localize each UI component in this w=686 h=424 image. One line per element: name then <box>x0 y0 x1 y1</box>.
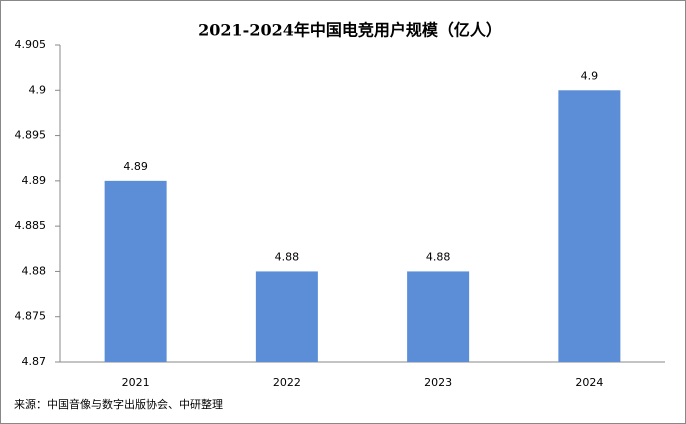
x-tick-label: 2022 <box>273 376 301 389</box>
y-tick-label: 4.905 <box>15 38 47 51</box>
bar <box>407 271 470 362</box>
bar <box>104 180 167 362</box>
y-tick-label: 4.895 <box>15 129 47 142</box>
y-tick-label: 4.89 <box>22 174 47 187</box>
y-tick-label: 4.87 <box>22 355 47 368</box>
y-tick-label: 4.88 <box>22 264 47 277</box>
y-tick-label: 4.9 <box>29 83 47 96</box>
source-note: 来源：中国音像与数字出版协会、中研整理 <box>14 397 223 411</box>
data-label: 4.88 <box>426 250 451 263</box>
x-tick-label: 2024 <box>575 376 603 389</box>
data-label: 4.9 <box>581 69 599 82</box>
x-tick-label: 2023 <box>424 376 452 389</box>
y-tick-label: 4.875 <box>15 310 47 323</box>
y-tick-label: 4.885 <box>15 219 47 232</box>
chart-title: 2021-2024年中国电竞用户规模（亿人） <box>198 21 502 40</box>
bar <box>255 271 318 362</box>
data-label: 4.89 <box>123 160 148 173</box>
x-tick-label: 2021 <box>122 376 150 389</box>
data-label: 4.88 <box>275 250 300 263</box>
bar <box>558 90 621 363</box>
